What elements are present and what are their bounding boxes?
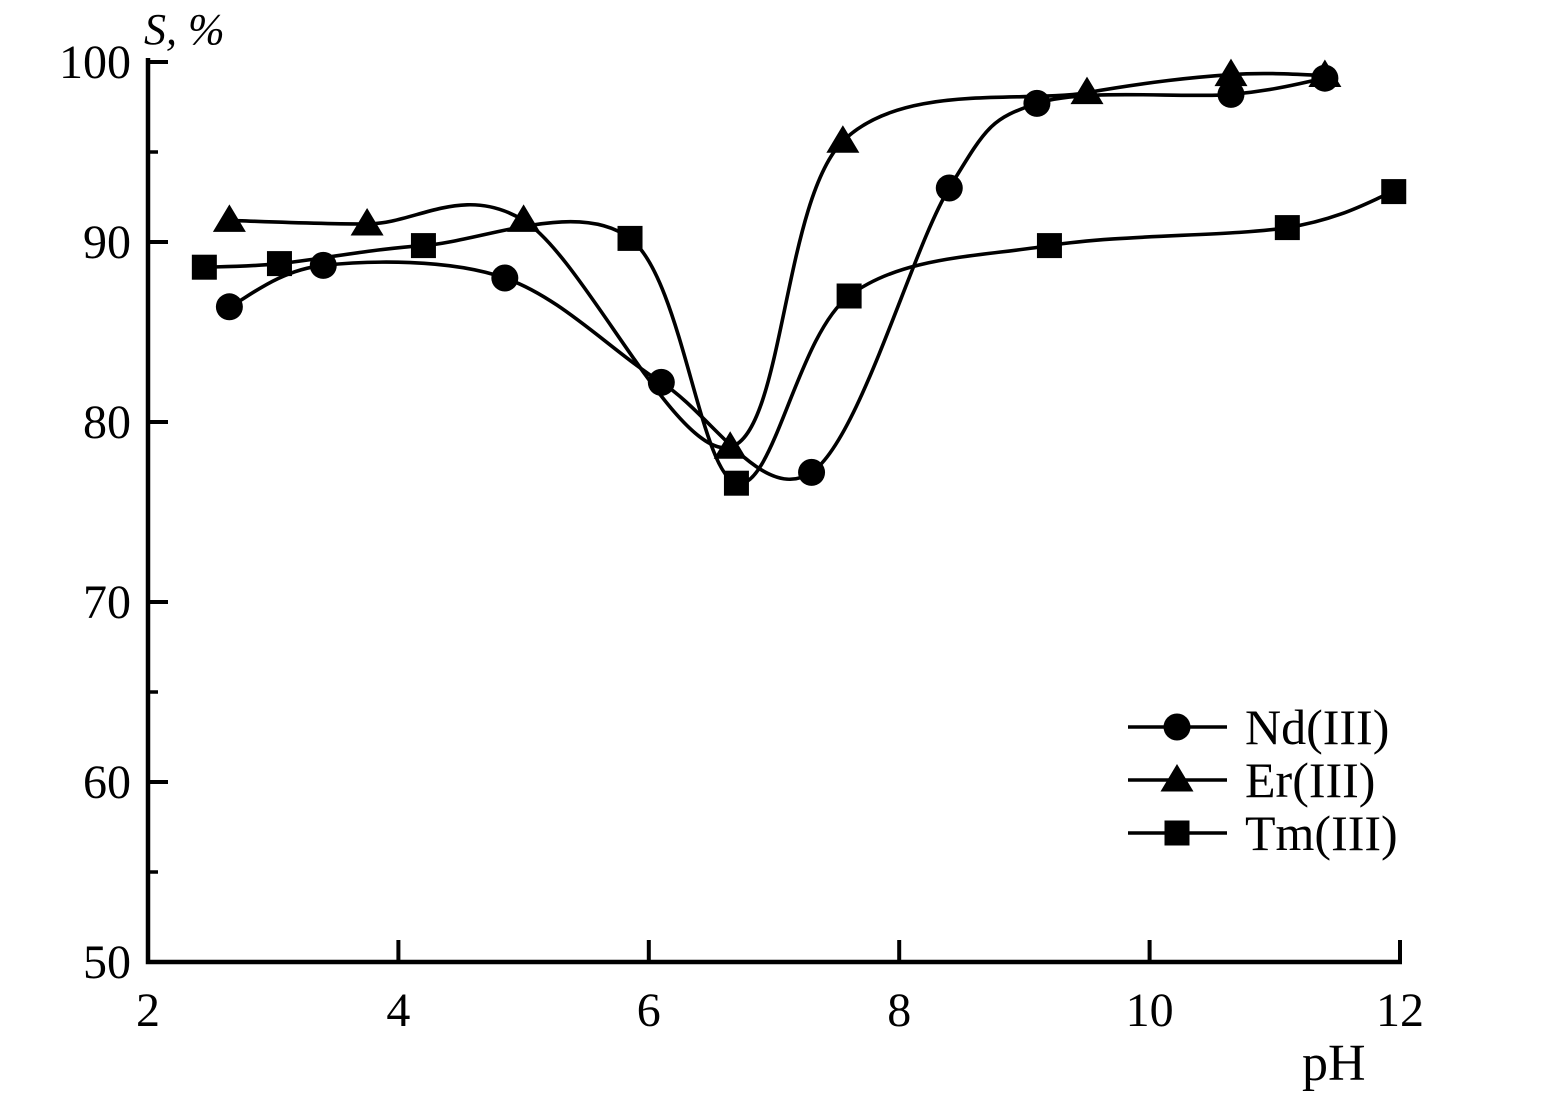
legend-item-tm-iii: Tm(III) xyxy=(1128,805,1398,861)
x-axis-title: pH xyxy=(1302,1035,1366,1092)
marker-circle-nd-iii-3 xyxy=(647,368,675,396)
legend: Nd(III)Er(III)Tm(III) xyxy=(1128,699,1398,861)
y-tick-label-70: 70 xyxy=(83,576,131,629)
y-tick-label-80: 80 xyxy=(83,396,131,449)
y-tick-label-90: 90 xyxy=(83,216,131,269)
data-series xyxy=(191,58,1407,496)
marker-triangle-er-iii-3 xyxy=(713,431,747,459)
marker-circle-nd-iii-2 xyxy=(491,264,519,292)
legend-item-nd-iii: Nd(III) xyxy=(1128,699,1389,755)
series-nd-iii xyxy=(227,76,1327,482)
legend-label-er-iii: Er(III) xyxy=(1245,752,1375,808)
axes: 50 60 70 80 90 100 2 4 6 8 10 12 xyxy=(59,36,1424,1037)
legend-label-tm-iii: Tm(III) xyxy=(1245,805,1398,861)
marker-triangle-er-iii-0 xyxy=(212,204,246,232)
series-line-er-iii xyxy=(227,71,1327,450)
legend-label-nd-iii: Nd(III) xyxy=(1245,699,1389,755)
legend-marker-square-tm-iii xyxy=(1164,820,1190,846)
x-tick-label-10: 10 xyxy=(1126,984,1174,1037)
series-markers-er-iii xyxy=(212,58,1342,459)
marker-square-tm-iii-8 xyxy=(1381,179,1407,205)
marker-circle-nd-iii-6 xyxy=(1023,89,1051,117)
marker-square-tm-iii-2 xyxy=(410,233,436,259)
legend-marker-triangle-er-iii xyxy=(1160,764,1194,792)
y-tick-label-60: 60 xyxy=(83,756,131,809)
axis-lines xyxy=(145,58,1402,965)
x-tick-label-6: 6 xyxy=(637,984,661,1037)
marker-square-tm-iii-3 xyxy=(617,225,643,251)
marker-circle-nd-iii-4 xyxy=(798,458,826,486)
marker-square-tm-iii-6 xyxy=(1036,233,1062,259)
marker-circle-nd-iii-5 xyxy=(935,174,963,202)
marker-square-tm-iii-4 xyxy=(723,470,749,496)
marker-triangle-er-iii-2 xyxy=(507,204,541,232)
marker-circle-nd-iii-1 xyxy=(309,251,337,279)
x-tick-label-12: 12 xyxy=(1376,984,1424,1037)
y-axis-title: S, % xyxy=(144,5,225,54)
y-tick-label-50: 50 xyxy=(83,936,131,989)
series-line-nd-iii xyxy=(227,76,1327,482)
marker-triangle-er-iii-4 xyxy=(826,125,860,153)
series-markers-tm-iii xyxy=(191,179,1407,496)
legend-marker-circle-nd-iii xyxy=(1163,713,1191,741)
series-er-iii xyxy=(227,71,1327,450)
y-tick-label-100: 100 xyxy=(59,36,131,89)
marker-square-tm-iii-7 xyxy=(1274,215,1300,241)
x-tick-label-4: 4 xyxy=(386,984,410,1037)
series-markers-nd-iii xyxy=(215,64,1339,486)
legend-item-er-iii: Er(III) xyxy=(1128,752,1375,808)
marker-triangle-er-iii-1 xyxy=(350,208,384,236)
marker-square-tm-iii-5 xyxy=(836,283,862,309)
marker-square-tm-iii-1 xyxy=(266,251,292,277)
marker-circle-nd-iii-8 xyxy=(1311,64,1339,92)
marker-triangle-er-iii-5 xyxy=(1070,76,1104,105)
x-tick-label-8: 8 xyxy=(887,984,911,1037)
x-tick-label-2: 2 xyxy=(136,984,160,1037)
marker-circle-nd-iii-7 xyxy=(1217,80,1245,108)
marker-circle-nd-iii-0 xyxy=(215,293,243,321)
marker-triangle-er-iii-6 xyxy=(1214,58,1248,87)
marker-square-tm-iii-0 xyxy=(191,254,217,280)
